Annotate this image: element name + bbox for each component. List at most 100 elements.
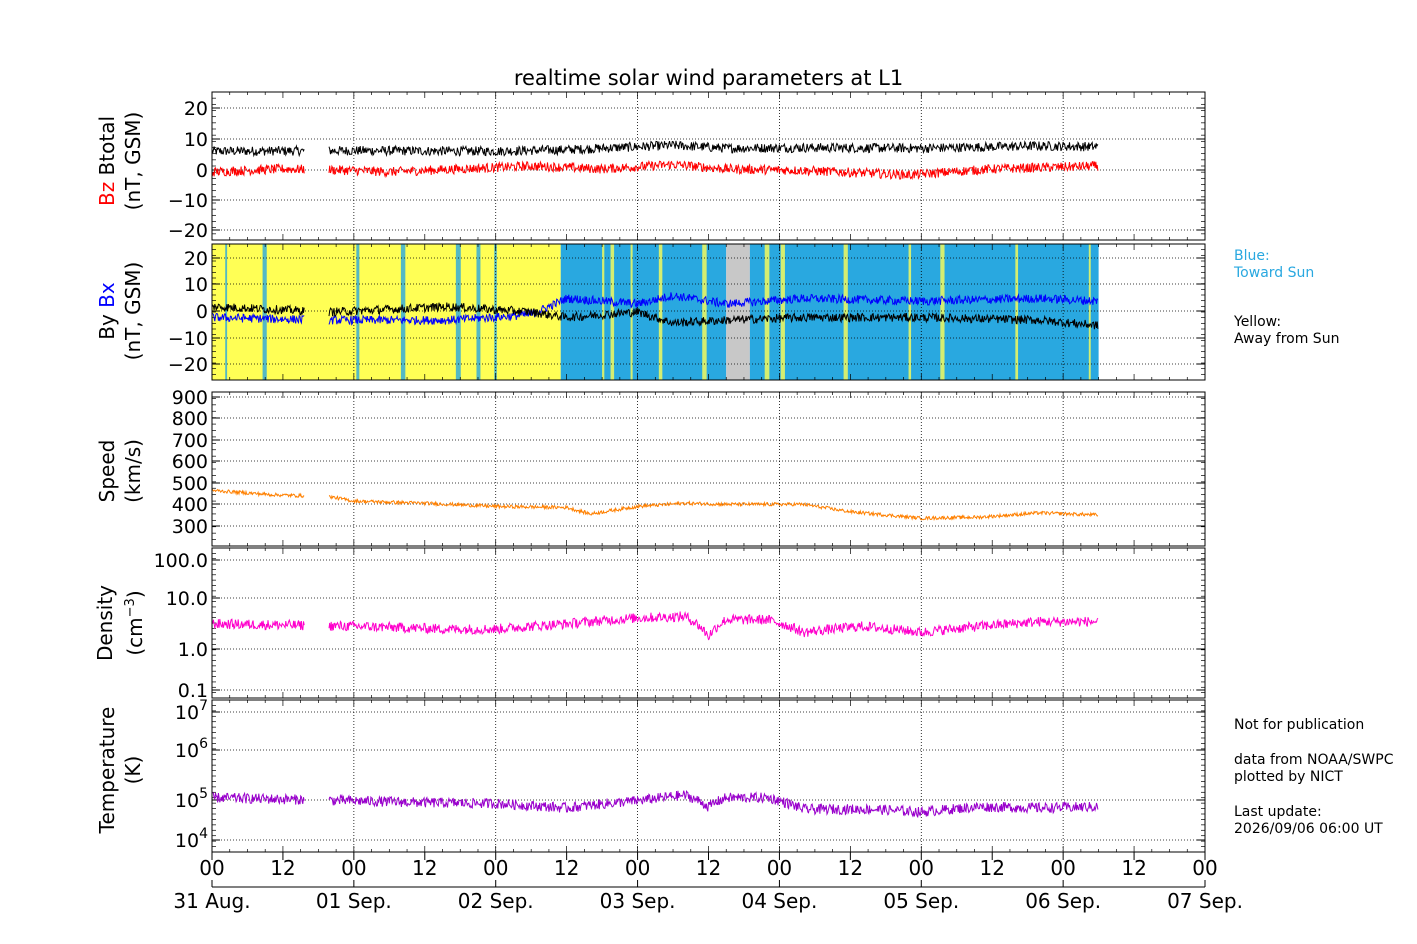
sector-stripe — [1088, 244, 1091, 380]
y-tick-label: 100.0 — [154, 550, 208, 572]
x-hour-label: 12 — [270, 856, 295, 880]
sector-stripe — [225, 244, 228, 380]
series-bz — [211, 159, 1099, 180]
x-hour-label: 00 — [1050, 856, 1075, 880]
series-density — [211, 610, 1099, 641]
sector-stripe — [455, 244, 461, 380]
y-tick-label: −20 — [168, 220, 208, 242]
y-tick-label: 20 — [184, 248, 208, 270]
y-tick-label: −10 — [168, 190, 208, 212]
sector-stripe — [400, 244, 406, 380]
note-source: data from NOAA/SWPC plotted by NICT — [1234, 752, 1394, 785]
note-publication: Not for publication — [1234, 717, 1365, 733]
sector-stripe — [843, 244, 848, 380]
y-tick-label: 105 — [175, 786, 208, 812]
mag-y-label: Bz Btotal (nT, GSM) — [94, 112, 146, 211]
density-unit: (cm — [122, 617, 147, 656]
sector-band — [749, 244, 1099, 380]
x-hour-label: 00 — [1192, 856, 1217, 880]
x-hour-label: 12 — [1121, 856, 1146, 880]
y-tick-label: 10 — [184, 274, 208, 296]
series-by — [211, 302, 1099, 330]
density-y-label: Density (cm−3) — [92, 585, 148, 661]
series-bx — [211, 292, 1099, 326]
x-hour-label: 12 — [696, 856, 721, 880]
x-hour-label: 00 — [625, 856, 650, 880]
panel-3: 100.0 10.0 1.0 0.1 — [154, 547, 1206, 702]
panel-1: 20 10 0 −10 −20 — [168, 243, 1206, 381]
panel-frame — [211, 391, 1206, 547]
sector-stripe — [780, 244, 785, 380]
speed-y-label: Speed (km/s) — [94, 439, 146, 503]
sector-stripe — [908, 244, 912, 380]
y-tick-label: 500 — [172, 473, 208, 495]
x-day-label: 31 Aug. — [173, 889, 250, 913]
sector-band — [726, 244, 750, 380]
sector-stripe — [476, 244, 481, 380]
y-tick-label: 0.1 — [178, 680, 208, 702]
y-tick-label: −20 — [168, 354, 208, 376]
x-day-label: 06 Sep. — [1025, 889, 1101, 913]
y-tick-exp: 5 — [199, 786, 208, 802]
y-tick-exp: 4 — [199, 826, 208, 842]
panel-4: 107 106 105 104 — [175, 698, 1206, 853]
chart-title: realtime solar wind parameters at L1 — [513, 66, 904, 90]
sector-stripe — [940, 244, 945, 380]
panel-frame — [211, 699, 1206, 853]
y-tick-label: 10.0 — [166, 588, 208, 610]
legend-away: Yellow: Away from Sun — [1234, 314, 1340, 347]
sector-stripe — [1015, 244, 1019, 380]
y-tick-label: 600 — [172, 451, 208, 473]
sector-stripe — [702, 244, 707, 380]
by-label: By — [95, 314, 119, 340]
y-tick-label: 400 — [172, 494, 208, 516]
series-btotal — [211, 140, 1099, 158]
btotal-label: Btotal — [95, 115, 119, 176]
density-unit-end: ) — [122, 590, 147, 599]
density-unit-exp: −3 — [123, 598, 139, 618]
y-tick-label: 104 — [175, 826, 208, 852]
y-tick-label: 0 — [196, 301, 208, 323]
x-hour-label: 12 — [554, 856, 579, 880]
x-day-label: 02 Sep. — [458, 889, 534, 913]
panel-0: 20 10 0 −10 −20 — [168, 91, 1206, 242]
sector-stripe — [610, 244, 615, 380]
field-unit: (nT, GSM) — [121, 261, 145, 361]
bx-label: Bx — [95, 282, 119, 308]
sector-stripe — [764, 244, 770, 380]
y-tick-exp: 6 — [199, 736, 208, 752]
bz-label: Bz — [95, 181, 119, 207]
temperature-unit: (K) — [121, 755, 145, 785]
panel-frame — [211, 91, 1206, 241]
note-update: Last update: 2026/09/06 06:00 UT — [1234, 804, 1383, 837]
sector-stripe — [658, 244, 663, 380]
x-hour-label: 00 — [767, 856, 792, 880]
y-tick-label: 800 — [172, 408, 208, 430]
panel-frame — [211, 547, 1206, 699]
y-tick-exp: 7 — [199, 698, 208, 714]
mag-unit: (nT, GSM) — [121, 111, 145, 211]
y-tick-label: 900 — [172, 387, 208, 409]
field-y-label: By Bx (nT, GSM) — [94, 262, 146, 361]
x-day-label: 04 Sep. — [741, 889, 817, 913]
y-tick-label: 106 — [175, 736, 208, 762]
speed-label: Speed — [95, 439, 119, 503]
x-hour-label: 00 — [483, 856, 508, 880]
x-hour-label: 00 — [909, 856, 934, 880]
y-tick-label: 107 — [175, 698, 208, 724]
x-day-label: 01 Sep. — [316, 889, 392, 913]
y-tick-label: 10 — [184, 129, 208, 151]
x-hour-label: 12 — [979, 856, 1004, 880]
sector-stripe — [356, 244, 360, 380]
speed-unit: (km/s) — [121, 439, 145, 503]
y-tick-label: 700 — [172, 430, 208, 452]
temperature-label: Temperature — [95, 706, 119, 834]
x-hour-label: 12 — [838, 856, 863, 880]
y-tick-label: 0 — [196, 160, 208, 182]
legend-toward: Blue: Toward Sun — [1234, 248, 1315, 281]
y-tick-label: 1.0 — [178, 639, 208, 661]
series-temperature — [211, 789, 1099, 819]
sector-band — [637, 244, 727, 380]
density-label: Density — [93, 584, 118, 662]
